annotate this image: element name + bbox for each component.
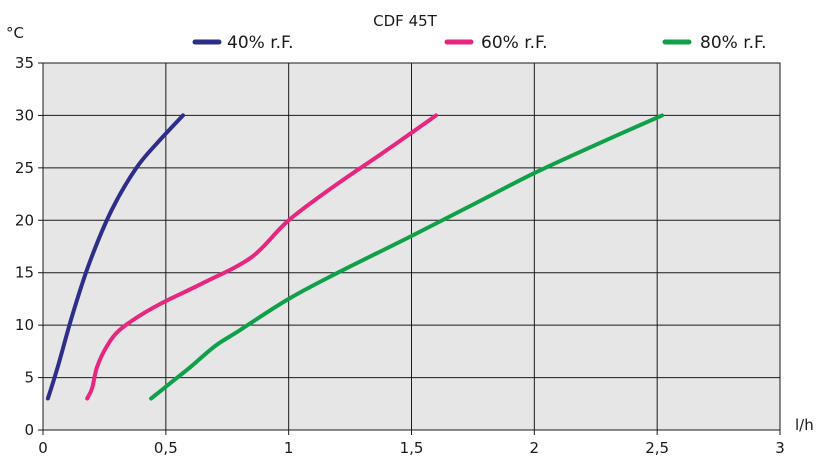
series-lines [45, 113, 665, 401]
legend-label-2: 60% r.F. [481, 33, 547, 53]
y-tick-label: 25 [15, 159, 34, 177]
x-tick-label: 1 [284, 439, 294, 457]
x-tick-label: 0,5 [154, 439, 178, 457]
y-tick-label: 5 [24, 369, 34, 387]
x-tick-label: 2,5 [645, 439, 669, 457]
x-tick-label: 1,5 [400, 439, 424, 457]
grid [42, 62, 781, 431]
x-axis-unit: l/h [795, 416, 814, 434]
y-tick-label: 10 [15, 316, 34, 334]
y-tick-label: 35 [15, 54, 34, 72]
chart-title: CDF 45T [373, 12, 438, 30]
series-line-2 [85, 113, 439, 401]
y-tick-label: 20 [15, 211, 34, 229]
y-axis-unit: °C [6, 24, 24, 42]
series-line-1 [45, 113, 185, 401]
legend-label-3: 80% r.F. [700, 33, 766, 53]
x-tick-label: 0 [38, 439, 48, 457]
series-line-3 [149, 113, 665, 401]
legend-label-1: 40% r.F. [227, 33, 293, 53]
y-tick-label: 0 [24, 421, 34, 439]
x-tick-label: 2 [530, 439, 540, 457]
y-axis-tick-labels: 0 5 10 15 20 25 30 35 [15, 54, 43, 439]
x-axis-tick-labels: 0 0,5 1 1,5 2 2,5 3 [38, 430, 785, 457]
y-tick-label: 30 [15, 106, 34, 124]
y-tick-label: 15 [15, 264, 34, 282]
x-tick-label: 3 [775, 439, 785, 457]
legend: 40% r.F. 60% r.F. 80% r.F. [192, 33, 766, 53]
